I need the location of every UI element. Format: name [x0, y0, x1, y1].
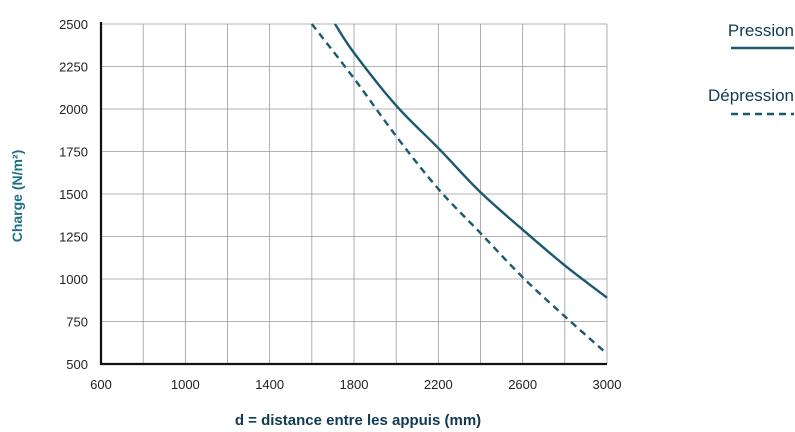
y-tick-label: 1750 — [59, 145, 88, 160]
legend-label-depression: Dépression — [708, 86, 794, 105]
gridlines — [100, 23, 608, 365]
legend-label-pression: Pression — [728, 21, 794, 40]
x-tick-label: 3000 — [593, 377, 622, 392]
y-tick-labels: 2500 2250 2000 1750 1500 1250 1000 750 500 — [59, 17, 88, 372]
x-tick-labels: 600 1000 1400 1800 2200 2600 3000 — [90, 377, 621, 392]
x-tick-label: 2600 — [508, 377, 537, 392]
x-tick-label: 1800 — [340, 377, 369, 392]
y-tick-label: 2500 — [59, 17, 88, 32]
series-lines — [310, 23, 608, 355]
y-tick-label: 500 — [66, 357, 88, 372]
y-tick-label: 1000 — [59, 272, 88, 287]
y-tick-label: 2250 — [59, 60, 88, 75]
x-axis-label: d = distance entre les appuis (mm) — [235, 412, 481, 429]
legend: Pression Dépression — [708, 21, 794, 116]
y-tick-label: 750 — [66, 315, 88, 330]
x-tick-label: 2200 — [424, 377, 453, 392]
y-tick-label: 1250 — [59, 230, 88, 245]
x-tick-label: 1000 — [171, 377, 200, 392]
y-axis-label: Charge (N/m²) — [9, 150, 25, 243]
axes — [99, 22, 607, 366]
y-tick-label: 2000 — [59, 102, 88, 117]
series-line-depression — [310, 23, 608, 355]
y-tick-label: 1500 — [59, 187, 88, 202]
series-line-pression — [333, 23, 608, 299]
x-tick-label: 600 — [90, 377, 112, 392]
x-tick-label: 1400 — [255, 377, 284, 392]
